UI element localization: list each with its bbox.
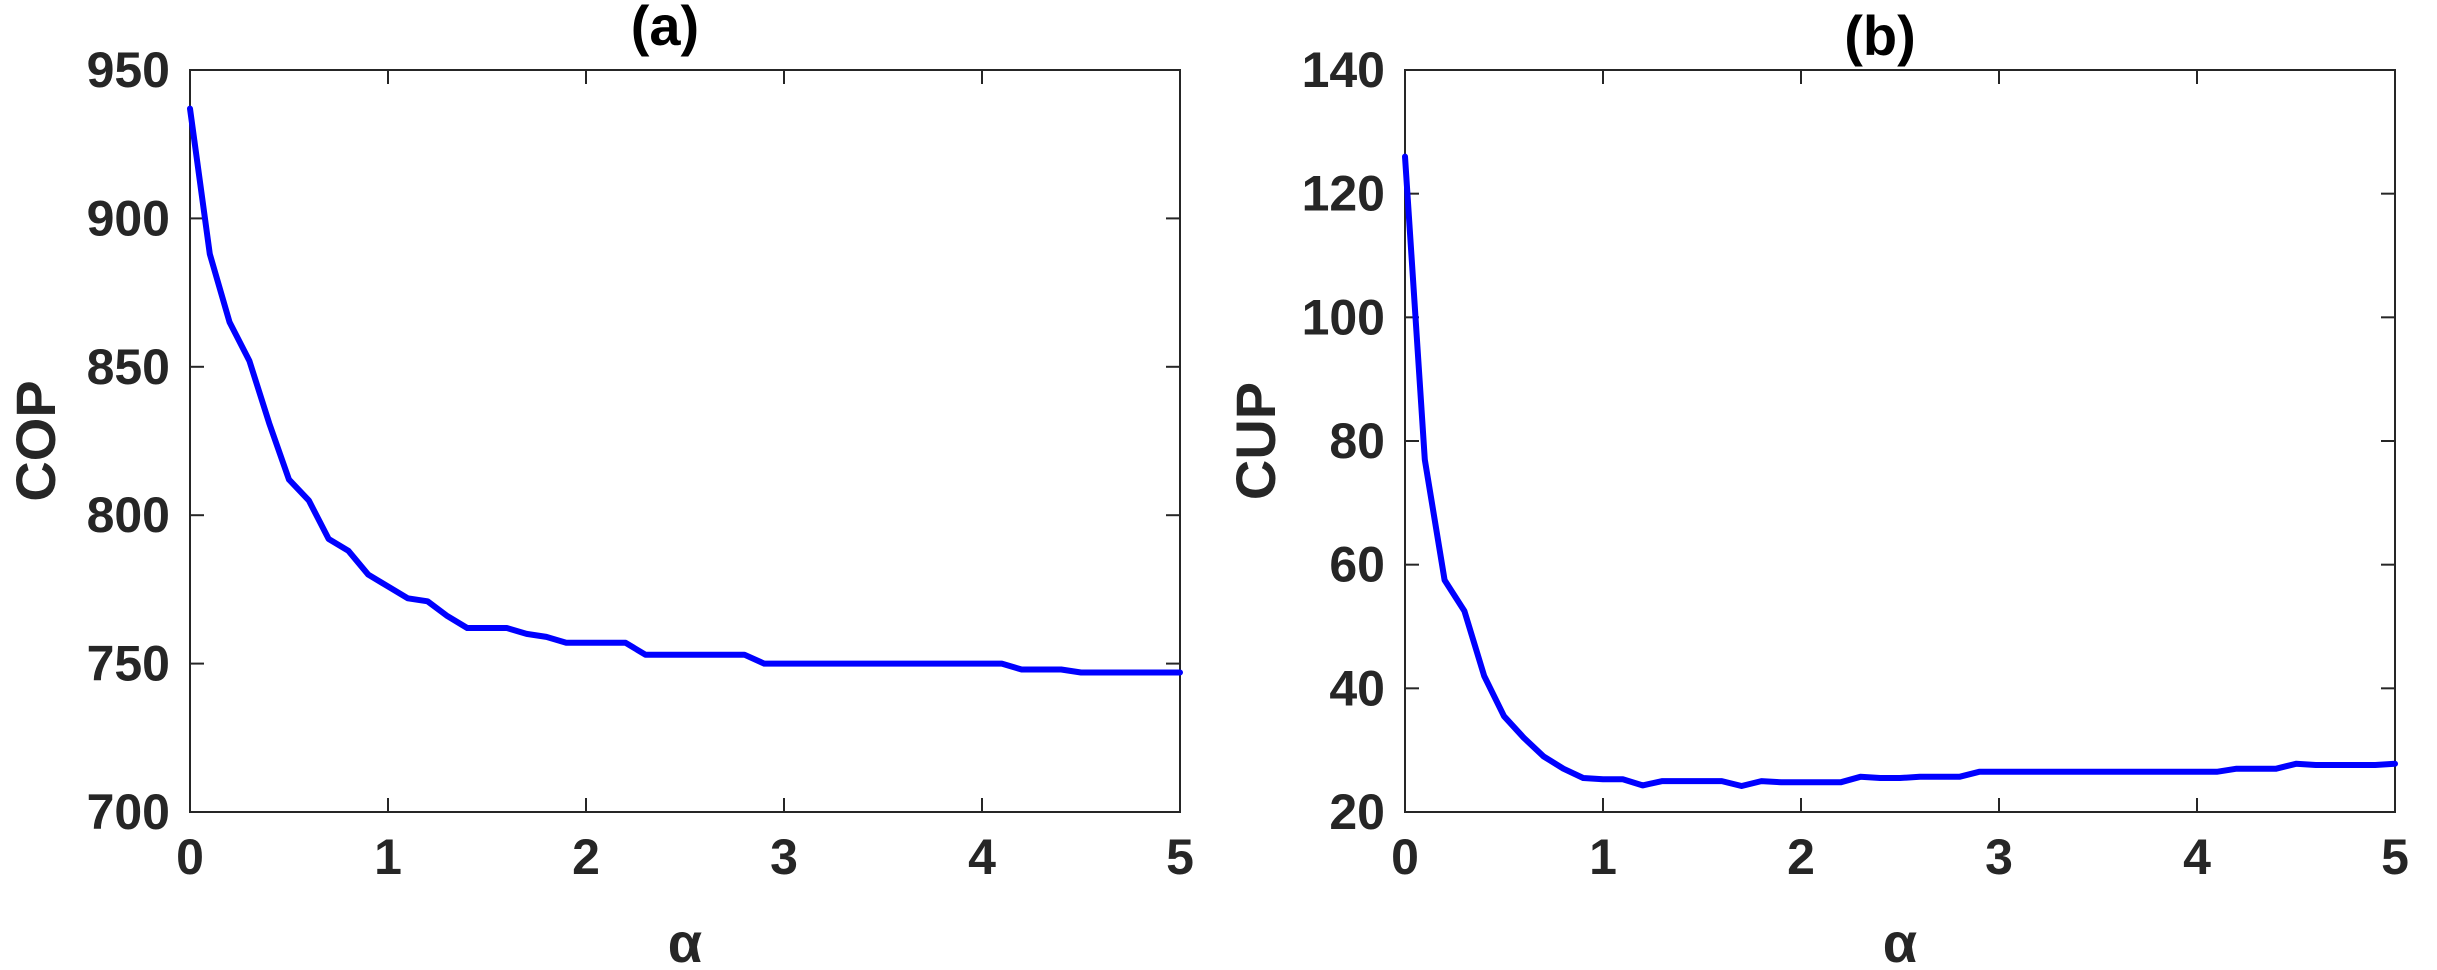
y-tick-label: 800	[87, 487, 170, 543]
x-tick-label: 5	[2381, 829, 2409, 885]
y-tick-label: 850	[87, 339, 170, 395]
y-axis-label: COP	[4, 380, 67, 501]
y-tick-label: 140	[1302, 42, 1385, 98]
plot-frame	[1404, 69, 2396, 813]
panel-a: 0 1 2 3 4 5 700 750 800 850 900 950 α COP (a)	[4, 0, 1194, 970]
x-axis-label: α	[668, 911, 702, 970]
plot-frame	[189, 69, 1181, 813]
x-tick-label: 2	[572, 829, 600, 885]
series-line	[187, 105, 1183, 676]
x-tick-label: 0	[1391, 829, 1419, 885]
x-tick-label: 3	[1985, 829, 2013, 885]
panel-title: (b)	[1844, 4, 1916, 67]
y-tick-label: 750	[87, 636, 170, 692]
y-tick-label: 40	[1329, 660, 1385, 716]
x-tick-label: 4	[2183, 829, 2211, 885]
x-tick-label: 1	[1589, 829, 1617, 885]
x-tick-label: 5	[1166, 829, 1194, 885]
panel-b: 0 1 2 3 4 5 20 40 60 80 100 120 140 α CUP (b)	[1224, 4, 2409, 970]
y-tick-label: 120	[1302, 166, 1385, 222]
panel-title: (a)	[631, 0, 699, 57]
x-tick-label: 2	[1787, 829, 1815, 885]
x-tick-label: 0	[176, 829, 204, 885]
y-tick-label: 900	[87, 190, 170, 246]
y-tick-label: 80	[1329, 413, 1385, 469]
y-tick-label: 950	[87, 42, 170, 98]
y-axis-label: CUP	[1224, 382, 1287, 500]
y-tick-label: 60	[1329, 537, 1385, 593]
x-tick-label: 4	[968, 829, 996, 885]
y-tick-label: 700	[87, 784, 170, 840]
x-axis-label: α	[1883, 911, 1917, 970]
x-tick-label: 3	[770, 829, 798, 885]
series-line	[1402, 153, 2398, 789]
x-tick-label: 1	[374, 829, 402, 885]
y-tick-label: 20	[1329, 784, 1385, 840]
y-tick-label: 100	[1302, 289, 1385, 345]
